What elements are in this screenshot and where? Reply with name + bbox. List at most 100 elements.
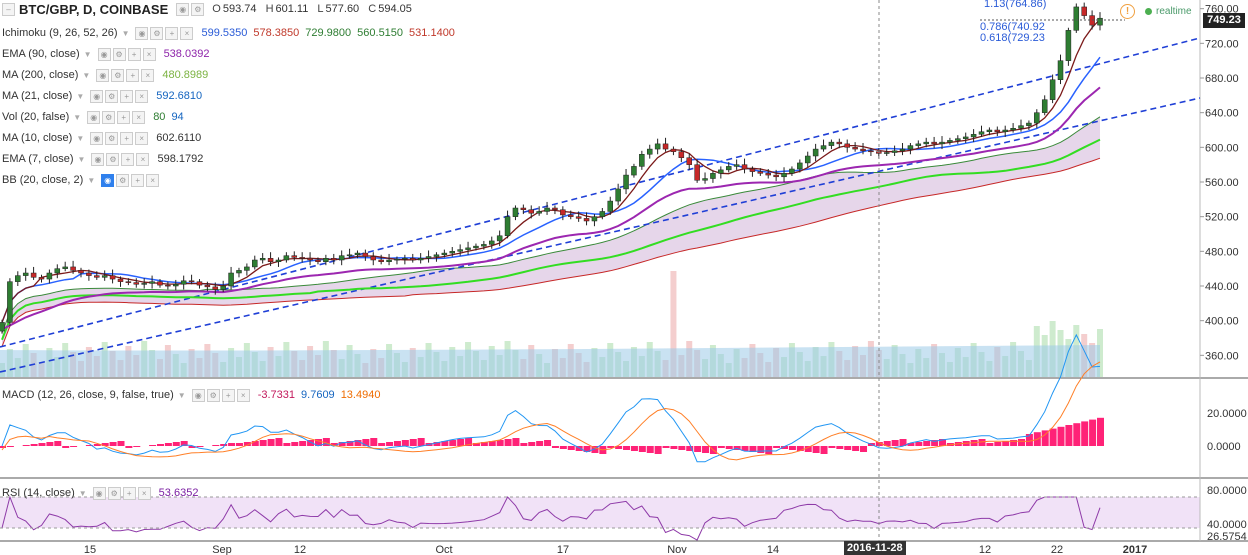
indicator-row[interactable]: EMA (90, close) ▼ ◉ ⚙ + × 538.0392 bbox=[0, 45, 215, 63]
close-icon[interactable]: × bbox=[141, 68, 155, 82]
plus-icon[interactable]: + bbox=[121, 152, 135, 166]
close-icon[interactable]: × bbox=[142, 47, 156, 61]
close-icon[interactable]: × bbox=[236, 388, 250, 402]
rsi-tick-label: 80.0000 bbox=[1207, 485, 1247, 497]
indicator-row[interactable]: Ichimoku (9, 26, 52, 26) ▼ ◉ ⚙ + × 599.5350 578… bbox=[0, 24, 461, 42]
eye-icon[interactable]: ◉ bbox=[91, 152, 105, 166]
plus-icon[interactable]: + bbox=[127, 47, 141, 61]
eye-icon[interactable]: ◉ bbox=[87, 110, 101, 124]
warning-icon[interactable]: ! bbox=[1120, 4, 1135, 19]
chevron-down-icon[interactable]: ▼ bbox=[82, 70, 91, 80]
indicator-row[interactable]: EMA (7, close) ▼ ◉ ⚙ + × 598.1792 bbox=[0, 150, 209, 168]
close-icon[interactable]: × bbox=[132, 110, 146, 124]
macd-hist-bar bbox=[441, 441, 449, 446]
eye-icon[interactable]: ◉ bbox=[96, 68, 110, 82]
settings-icon[interactable]: ⚙ bbox=[116, 173, 130, 187]
plus-icon[interactable]: + bbox=[165, 26, 179, 40]
settings-icon[interactable]: ⚙ bbox=[107, 486, 121, 500]
plus-icon[interactable]: + bbox=[117, 110, 131, 124]
eye-icon[interactable]: ◉ bbox=[92, 486, 106, 500]
indicator-row[interactable]: MA (200, close) ▼ ◉ ⚙ + × 480.8989 bbox=[0, 66, 214, 84]
eye-icon[interactable]: ◉ bbox=[101, 173, 115, 187]
plus-icon[interactable]: + bbox=[122, 486, 136, 500]
time-tick-label: 15 bbox=[84, 544, 96, 555]
settings-icon[interactable]: ⚙ bbox=[106, 152, 120, 166]
indicator-row[interactable]: MACD (12, 26, close, 9, false, true) ▼ ◉ ⚙ +… bbox=[0, 386, 386, 404]
close-icon[interactable]: × bbox=[135, 89, 149, 103]
candle-body bbox=[125, 281, 132, 283]
indicator-row[interactable]: RSI (14, close) ▼ ◉ ⚙ + × 53.6352 bbox=[0, 484, 204, 502]
candle-body bbox=[820, 145, 827, 150]
macd-hist-bar bbox=[788, 446, 796, 450]
chevron-down-icon[interactable]: ▼ bbox=[77, 154, 86, 164]
close-icon[interactable]: × bbox=[137, 486, 151, 500]
settings-icon[interactable]: ⚙ bbox=[112, 47, 126, 61]
eye-icon[interactable]: ◉ bbox=[97, 47, 111, 61]
settings-icon[interactable]: ⚙ bbox=[150, 26, 164, 40]
candle-body bbox=[812, 148, 819, 157]
eye-icon[interactable]: ◉ bbox=[135, 26, 149, 40]
candle-body bbox=[220, 285, 226, 290]
settings-icon[interactable]: ⚙ bbox=[191, 2, 205, 16]
macd-hist-bar bbox=[480, 442, 488, 446]
chevron-down-icon[interactable]: ▼ bbox=[76, 91, 85, 101]
candle-body bbox=[228, 272, 234, 287]
indicator-row[interactable]: BB (20, close, 2) ▼ ◉ ⚙ + × bbox=[0, 171, 167, 189]
eye-icon[interactable]: ◉ bbox=[90, 131, 104, 145]
indicator-value: 480.8989 bbox=[162, 69, 209, 81]
macd-hist-bar bbox=[520, 443, 528, 446]
settings-icon[interactable]: ⚙ bbox=[105, 89, 119, 103]
plus-icon[interactable]: + bbox=[131, 173, 145, 187]
candle-body bbox=[899, 148, 906, 152]
collapse-icon[interactable]: – bbox=[2, 2, 15, 16]
close-icon[interactable]: × bbox=[136, 152, 150, 166]
chevron-down-icon[interactable]: ▼ bbox=[83, 49, 92, 59]
settings-icon[interactable]: ⚙ bbox=[105, 131, 119, 145]
macd-hist-bar bbox=[1089, 419, 1097, 446]
eye-icon[interactable]: ◉ bbox=[191, 388, 205, 402]
price-tick-label: 760.00 bbox=[1205, 4, 1239, 16]
rsi-overlay-label: 26.5754 bbox=[1207, 531, 1247, 543]
indicator-values: 602.6110 bbox=[156, 132, 207, 144]
low-value: 577.60 bbox=[325, 3, 360, 15]
trend-channel[interactable] bbox=[0, 37, 1201, 373]
plus-icon[interactable]: + bbox=[126, 68, 140, 82]
close-icon[interactable]: × bbox=[135, 131, 149, 145]
chevron-down-icon[interactable]: ▼ bbox=[87, 175, 96, 185]
settings-icon[interactable]: ⚙ bbox=[111, 68, 125, 82]
candles bbox=[0, 2, 1103, 334]
chevron-down-icon[interactable]: ▼ bbox=[73, 112, 82, 122]
indicator-row[interactable]: MA (21, close) ▼ ◉ ⚙ + × 592.6810 bbox=[0, 87, 208, 105]
plus-icon[interactable]: + bbox=[221, 388, 235, 402]
symbol-title[interactable]: BTC/GBP, D, COINBASE bbox=[19, 1, 169, 17]
eye-icon[interactable]: ◉ bbox=[176, 2, 190, 16]
open-label: O bbox=[212, 3, 221, 15]
macd-hist-bar bbox=[1073, 423, 1081, 446]
indicator-values: 599.5350 578.3850 729.9800 560.5150 531.1400 bbox=[201, 27, 460, 39]
chevron-down-icon[interactable]: ▼ bbox=[121, 28, 130, 38]
macd-hist-bar bbox=[899, 439, 907, 446]
settings-icon[interactable]: ⚙ bbox=[102, 110, 116, 124]
indicator-values: 598.1792 bbox=[157, 153, 209, 165]
candle-body bbox=[678, 151, 685, 158]
price-tick-label: 480.00 bbox=[1205, 246, 1239, 258]
chevron-down-icon[interactable]: ▼ bbox=[76, 133, 85, 143]
macd-hist-bar bbox=[417, 438, 425, 446]
price-tick-label: 560.00 bbox=[1205, 177, 1239, 189]
chevron-down-icon[interactable]: ▼ bbox=[78, 488, 87, 498]
chevron-down-icon[interactable]: ▼ bbox=[177, 390, 186, 400]
plus-icon[interactable]: + bbox=[120, 89, 134, 103]
settings-icon[interactable]: ⚙ bbox=[206, 388, 220, 402]
candle-body bbox=[804, 155, 811, 164]
eye-icon[interactable]: ◉ bbox=[90, 89, 104, 103]
indicator-value: 602.6110 bbox=[156, 132, 202, 144]
candle-body bbox=[101, 275, 108, 278]
indicator-row[interactable]: MA (10, close) ▼ ◉ ⚙ + × 602.6110 bbox=[0, 129, 207, 147]
close-icon[interactable]: × bbox=[180, 26, 194, 40]
indicator-row[interactable]: Vol (20, false) ▼ ◉ ⚙ + × 80 94 bbox=[0, 108, 190, 126]
macd-hist-bar bbox=[512, 438, 520, 446]
close-icon[interactable]: × bbox=[146, 173, 160, 187]
macd-hist-bar bbox=[259, 440, 267, 446]
plus-icon[interactable]: + bbox=[120, 131, 134, 145]
